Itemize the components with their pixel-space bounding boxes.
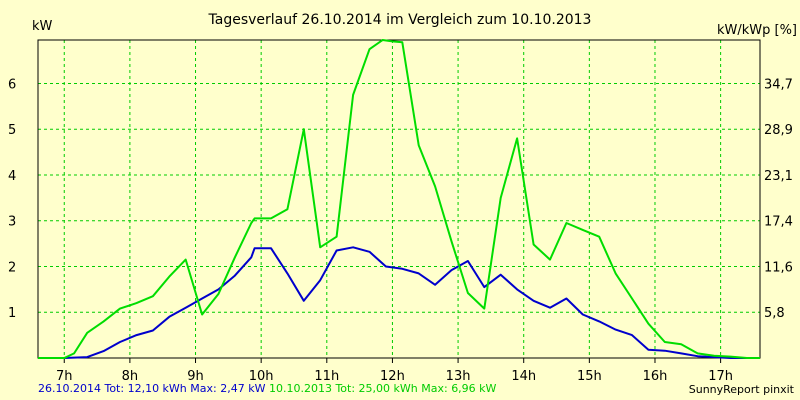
y-tick-label-left: 2 [8,260,16,275]
y-tick-label-right: 28,9 [764,123,793,138]
chart-title: Tagesverlauf 26.10.2014 im Vergleich zum… [208,12,592,28]
y-tick-label-left: 5 [8,123,16,138]
x-tick-label: 16h [643,369,668,384]
y-tick-label-left: 4 [8,169,16,184]
y-axis-left-label: kW [32,19,53,34]
y-tick-label-right: 34,7 [764,77,793,92]
x-tick-label: 10h [249,369,274,384]
footer-summary: 26.10.2014 Tot: 12,10 kWh Max: 2,47 kW 1… [38,382,496,395]
series-line-2014 [38,246,760,359]
x-tick-label: 13h [446,369,471,384]
x-tick-label: 15h [577,369,602,384]
credit-label: SunnyReport pinxit [688,383,794,396]
plot-frame [37,39,761,359]
y-tick-label-right: 23,1 [764,169,793,184]
y-axis-right-label: kW/kWp [%] [717,23,797,38]
series-line-2013 [38,39,760,359]
series [38,39,760,359]
y-tick-label-right: 11,6 [764,260,793,275]
y-tick-label-right: 17,4 [764,215,793,230]
grid [38,40,760,358]
x-tick-label: 7h [56,369,73,384]
x-tick-label: 9h [187,369,204,384]
x-tick-label: 17h [708,369,733,384]
y-tick-label-left: 3 [8,215,16,230]
tick-labels: 7h 8h 9h 10h 11h 12h 13h 14h 15h 16h 17h 1 5,8 2 11,6 3… [8,77,793,384]
y-tick-label-left: 1 [8,306,16,321]
y-tick-label-right: 5,8 [764,306,785,321]
x-tick-label: 14h [511,369,536,384]
legend-series-2013: 10.10.2013 Tot: 25,00 kWh Max: 6,96 kW [268,382,497,395]
y-tick-label-left: 6 [8,77,16,92]
legend-series-2014: 26.10.2014 Tot: 12,10 kWh Max: 2,47 kW [38,382,266,395]
x-tick-label: 8h [122,369,139,384]
x-tick-label: 12h [380,369,405,384]
x-tick-label: 11h [314,369,339,384]
